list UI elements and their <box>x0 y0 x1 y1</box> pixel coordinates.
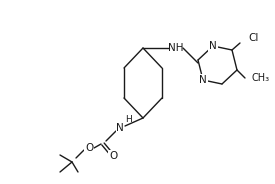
Text: N: N <box>199 75 207 85</box>
Text: O: O <box>85 143 93 153</box>
Text: H: H <box>125 114 131 123</box>
Text: N: N <box>116 123 124 133</box>
Text: Cl: Cl <box>248 33 258 43</box>
Text: NH: NH <box>168 43 184 53</box>
Text: CH₃: CH₃ <box>251 73 269 83</box>
Text: O: O <box>109 151 117 161</box>
Text: N: N <box>209 41 217 51</box>
